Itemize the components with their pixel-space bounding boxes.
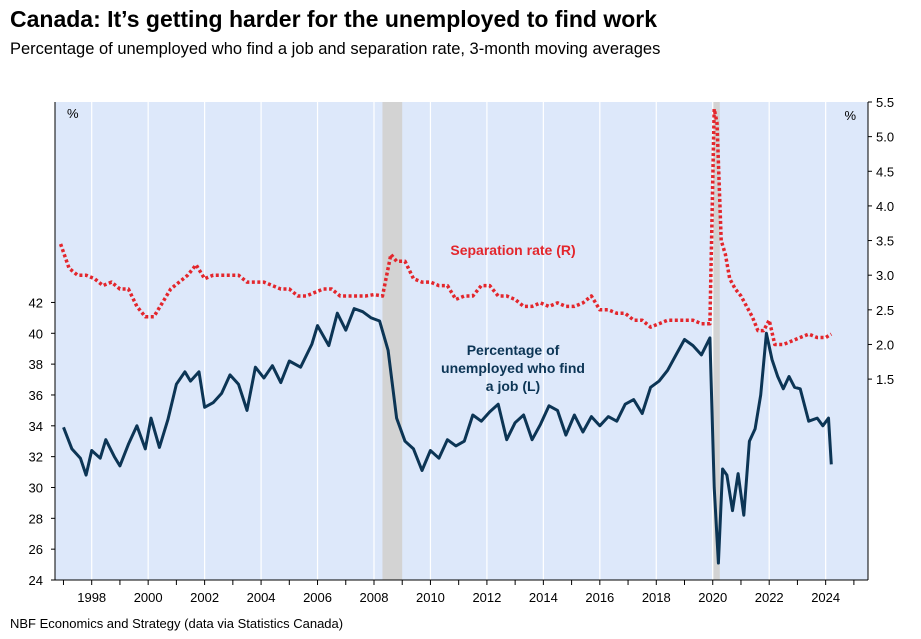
left-tick-label-42: 42: [29, 295, 43, 310]
recession-band-2: [712, 102, 720, 580]
job-finding-label: Percentage of unemployed who find a job (L…: [441, 342, 585, 394]
left-tick-label-24: 24: [29, 573, 43, 588]
recession-shading: [382, 102, 720, 580]
right-tick-label-3-0: 3.0: [876, 268, 894, 283]
job-finding-line: [62, 307, 833, 565]
left-axis-unit: %: [67, 106, 79, 121]
left-tick-label-38: 38: [29, 357, 43, 372]
x-tick-label-2018: 2018: [642, 590, 671, 605]
right-tick-label-3-5: 3.5: [876, 234, 894, 249]
right-tick-label-4-0: 4.0: [876, 199, 894, 214]
plot-background: [55, 102, 868, 580]
right-axis-unit: %: [844, 108, 856, 123]
x-tick-label-2024: 2024: [811, 590, 840, 605]
x-tick-label-2010: 2010: [416, 590, 445, 605]
left-tick-label-40: 40: [29, 326, 43, 341]
right-tick-label-2-5: 2.5: [876, 303, 894, 318]
x-tick-label-2020: 2020: [698, 590, 727, 605]
chart-title: Canada: It’s getting harder for the unem…: [10, 6, 658, 32]
axes: 1998 2000 2002 2004 2006 2008 2010 2012 2014 2016…: [29, 95, 895, 605]
chart-subtitle: Percentage of unemployed who find a job …: [10, 40, 661, 58]
left-tick-label-36: 36: [29, 388, 43, 403]
x-tick-label-2022: 2022: [755, 590, 784, 605]
left-tick-label-28: 28: [29, 511, 43, 526]
source-note: NBF Economics and Strategy (data via Sta…: [10, 616, 344, 631]
left-tick-label-34: 34: [29, 419, 43, 434]
x-tick-label-2014: 2014: [529, 590, 558, 605]
annotations: Separation rate (R) Percentage of unemploy…: [441, 242, 585, 394]
recession-band-1: [382, 102, 403, 580]
left-tick-label-26: 26: [29, 542, 43, 557]
right-tick-label-1-5: 1.5: [876, 372, 894, 387]
x-tick-label-2008: 2008: [360, 590, 389, 605]
x-tick-label-2004: 2004: [247, 590, 276, 605]
x-tick-label-2006: 2006: [303, 590, 332, 605]
separation-rate-label: Separation rate (R): [450, 242, 575, 258]
right-tick-label-5-5: 5.5: [876, 95, 894, 110]
x-tick-label-2016: 2016: [585, 590, 614, 605]
right-tick-label-4-5: 4.5: [876, 164, 894, 179]
left-tick-label-30: 30: [29, 480, 43, 495]
right-tick-label-2-0: 2.0: [876, 337, 894, 352]
separation-rate-line: [58, 107, 833, 347]
x-tick-label-2012: 2012: [472, 590, 501, 605]
vertical-gridlines: [91, 102, 827, 580]
series-layer: [58, 107, 833, 565]
x-tick-label-1998: 1998: [77, 590, 106, 605]
left-tick-label-32: 32: [29, 450, 43, 465]
x-tick-label-2000: 2000: [134, 590, 163, 605]
right-tick-label-5-0: 5.0: [876, 130, 894, 145]
x-tick-label-2002: 2002: [190, 590, 219, 605]
